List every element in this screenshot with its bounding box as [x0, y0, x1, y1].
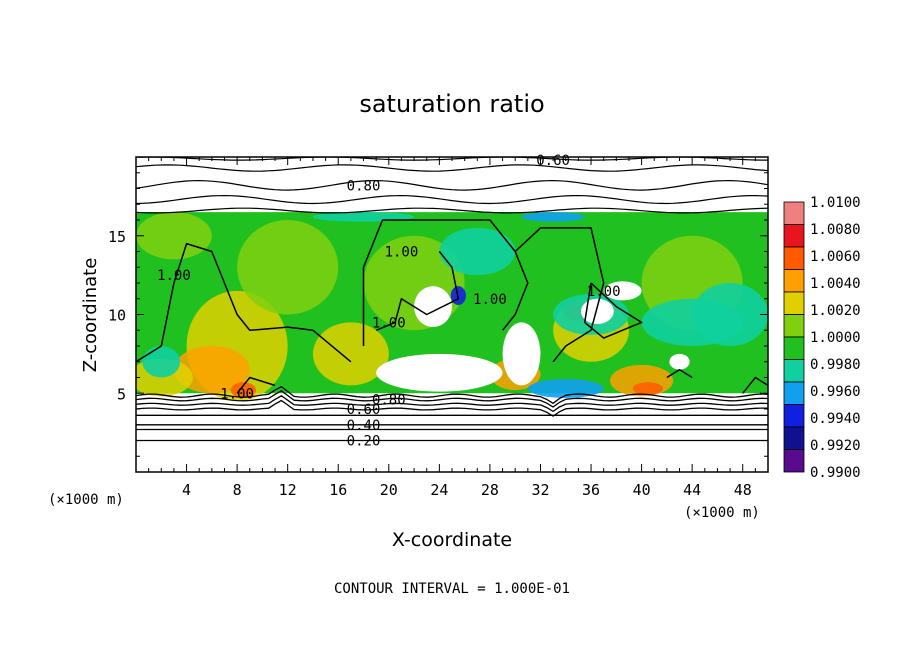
contour-label: 0.80: [372, 393, 406, 409]
field-low: [521, 212, 585, 222]
colorbar-swatch: [783, 359, 805, 383]
colorbar-swatch: [783, 314, 805, 338]
contour-line: [742, 376, 768, 394]
x-axis-unit: (×1000 m): [684, 505, 760, 521]
contour-line: [375, 251, 460, 331]
colorbar-label: 1.0080: [810, 222, 861, 238]
contour-line: [136, 399, 768, 417]
y-axis-ticks: 5 10 15: [108, 156, 768, 473]
field-patch: [632, 382, 664, 395]
field-patch: [230, 382, 257, 398]
contour-label: 1.00: [157, 268, 191, 284]
contour-line: [362, 219, 529, 346]
contour-label: 1.00: [385, 245, 419, 261]
contour-line: [583, 282, 643, 339]
contour-label: 1.00: [587, 284, 621, 300]
colorbar-swatch: [783, 381, 805, 405]
contour-line: [666, 368, 693, 379]
x-tick-label: 4: [182, 481, 191, 499]
field-gap: [580, 298, 614, 324]
colorbar-swatch: [783, 224, 805, 248]
contour-line: [136, 242, 352, 363]
contour-label: 0.60: [536, 153, 570, 169]
x-tick-label: 44: [683, 481, 701, 499]
field-gap: [669, 353, 690, 370]
x-tick-label: 8: [233, 481, 242, 499]
colorbar-label: 0.9980: [810, 357, 861, 373]
colorbar-swatch: [783, 246, 805, 270]
saturation-field: [136, 212, 768, 402]
contour-line: [136, 164, 768, 172]
field-gap: [502, 322, 541, 386]
x-axis-ticks: 4 8 12 16 20 24 28 32 36 40 44 48: [135, 157, 769, 499]
contour-label: 0.80: [347, 178, 381, 194]
contour-label: 1.00: [473, 292, 507, 308]
colorbar-label: 1.0100: [810, 195, 861, 211]
field-patch: [237, 220, 339, 315]
chart-title: saturation ratio: [359, 90, 544, 118]
x-tick-label: 40: [633, 481, 651, 499]
contour-labels: 0.200.400.600.801.001.001.001.001.001.00…: [157, 153, 620, 449]
plot-area: 0.200.400.600.801.001.001.001.001.001.00…: [108, 153, 769, 499]
y-axis-label: Z-coordinate: [80, 258, 101, 373]
contour-label: 0.60: [347, 402, 381, 418]
contour-label: 0.40: [347, 418, 381, 434]
contour-line: [136, 390, 768, 408]
y-tick-label: 10: [108, 307, 126, 325]
contour-line: [136, 395, 768, 413]
field-patch: [136, 212, 212, 260]
colorbar-swatch: [783, 426, 805, 450]
colorbar-label: 0.9900: [810, 465, 861, 481]
field-patch: [312, 322, 389, 386]
colorbar-swatch: [783, 336, 805, 360]
contour-label: 1.00: [220, 386, 254, 402]
x-tick-label: 16: [329, 481, 347, 499]
x-tick-label: 12: [279, 481, 297, 499]
contour-line: [136, 179, 768, 191]
x-tick-label: 20: [380, 481, 398, 499]
colorbar-swatch: [783, 201, 805, 225]
field-low: [527, 379, 604, 398]
x-axis-label: X-coordinate: [392, 529, 512, 551]
colorbar-swatch: [783, 404, 805, 428]
field-gap: [603, 281, 642, 301]
colorbar-label: 1.0060: [810, 249, 861, 265]
colorbar-label: 0.9960: [810, 384, 861, 400]
colorbar-swatch: [783, 269, 805, 293]
colorbar-swatch: [783, 291, 805, 315]
x-tick-label: 48: [734, 481, 752, 499]
field-low: [142, 346, 181, 378]
contour-line: [136, 207, 768, 214]
colorbar: 1.0100 1.0080 1.0060 1.0040 1.0020 1.0000 0.99…: [783, 195, 861, 481]
colorbar-swatch: [783, 449, 805, 473]
field-low: [312, 212, 415, 222]
colorbar-label: 1.0040: [810, 276, 861, 292]
y-tick-label: 5: [117, 385, 126, 403]
y-axis-unit: (×1000 m): [48, 492, 124, 508]
colorbar-label: 1.0000: [810, 330, 861, 346]
x-tick-label: 28: [481, 481, 499, 499]
contour-interval-note: CONTOUR INTERVAL = 1.000E-01: [334, 581, 570, 597]
colorbar-label: 0.9920: [810, 438, 861, 454]
x-tick-label: 36: [582, 481, 600, 499]
field-low: [692, 283, 768, 346]
colorbar-label: 0.9940: [810, 411, 861, 427]
field-gap: [414, 286, 452, 328]
contour-label: 1.00: [372, 315, 406, 331]
field-gap: [376, 353, 503, 392]
y-tick-label: 15: [108, 228, 126, 246]
contour-line: [136, 385, 768, 405]
contour-label: 0.20: [347, 434, 381, 450]
x-tick-label: 24: [430, 481, 448, 499]
field-low: [439, 227, 516, 276]
contour-line: [514, 227, 605, 363]
field-patch: [173, 346, 250, 394]
x-tick-label: 32: [531, 481, 549, 499]
contour-line: [136, 194, 768, 205]
colorbar-label: 1.0020: [810, 303, 861, 319]
contour-line: [236, 376, 276, 394]
